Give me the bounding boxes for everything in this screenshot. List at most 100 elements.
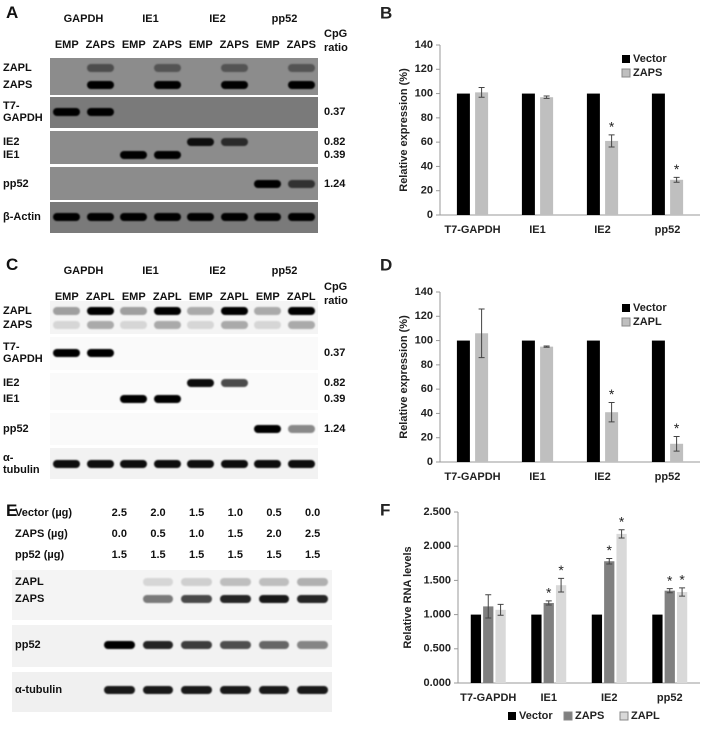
lane-label: ZAPL [219,291,249,303]
legend-label: Vector [519,710,553,722]
y-axis-label: Relative expression (%) [398,68,410,192]
row-label: ZAPS [3,319,33,331]
panel-letter: E [6,501,18,520]
significance-mark: * [619,513,625,529]
blot-band [86,108,114,116]
blot-band [287,425,315,433]
blot-band [153,307,181,315]
condition-value: 0.0 [305,507,321,519]
bar [540,346,554,462]
gene-header: IE2 [209,13,226,25]
bar [651,340,665,462]
significance-mark: * [558,562,564,578]
blot-band [86,460,114,468]
condition-value: 2.0 [150,507,166,519]
x-tick-label: IE1 [529,471,546,483]
error-bar [618,529,625,539]
cpg-header: CpG [324,281,348,293]
significance-mark: * [667,572,673,588]
bar [651,93,665,215]
blot-band [287,180,315,188]
blot-band [181,578,213,586]
bar [543,602,554,683]
y-tick-label: 1.500 [423,574,451,586]
legend-swatch [508,712,516,720]
lane-label: ZAPS [85,39,115,51]
significance-mark: * [546,585,552,601]
legend-swatch [622,304,630,312]
condition-value: 1.5 [150,549,166,561]
error-bar [673,176,680,183]
panel-letter: D [380,255,392,274]
blot-band [53,349,81,357]
lane-label: ZAPS [286,39,316,51]
row-label: pp52 [15,639,41,651]
blot-band [258,595,290,603]
condition-value: 2.5 [111,507,127,519]
row-label: T7-GAPDH [3,100,43,124]
y-tick-label: 2.000 [423,540,451,552]
gene-header: IE1 [142,265,159,277]
lane-label: ZAPL [85,291,115,303]
x-tick-label: T7-GAPDH [460,692,516,704]
blot-band [220,64,248,72]
blot-band [153,395,181,403]
blot-band [254,307,282,315]
y-axis-label: Relative expression (%) [398,315,410,439]
bar [604,561,615,683]
blot-band [219,578,251,586]
condition-value: 1.5 [227,528,243,540]
row-label: IE2 [3,377,20,389]
blot-band [220,307,248,315]
blot-band [181,686,213,694]
bar [531,614,542,683]
gene-header: GAPDH [63,265,104,277]
blot-band [297,578,329,586]
error-bar [543,95,550,99]
bar [475,333,489,462]
error-bar [606,558,613,565]
cpg-value: 0.39 [324,149,346,161]
y-tick-label: 40 [421,407,433,419]
condition-label: ZAPS (µg) [15,528,68,540]
lane-label: EMP [121,291,146,303]
legend-label: ZAPS [633,67,662,79]
bar [586,340,600,462]
condition-value: 1.5 [305,549,321,561]
error-bar [666,588,673,594]
bar [475,92,489,215]
bar [616,533,627,683]
bar [605,412,619,462]
cpg-value: 1.24 [324,178,346,190]
blot-band [254,213,282,221]
y-tick-label: 0.000 [423,677,451,689]
y-tick-label: 0 [427,456,433,468]
blot-band [181,595,213,603]
blot-band [120,321,148,329]
significance-mark: * [607,542,613,558]
legend-label: Vector [633,53,667,65]
blot-band [220,460,248,468]
condition-value: 1.5 [111,549,127,561]
gene-header: IE1 [142,13,159,25]
bar [586,93,600,215]
y-tick-label: 100 [415,87,433,99]
blot-band [287,213,315,221]
row-label: IE1 [3,149,20,161]
lane-label: EMP [54,39,79,51]
bar [483,606,494,683]
cpg-value: 0.37 [324,347,346,359]
blot-band [254,425,282,433]
panel-letter: C [6,255,19,274]
bar [652,614,663,683]
blot-band [219,595,251,603]
blot-band [120,307,148,315]
blot-band [187,307,215,315]
blot-band [220,321,248,329]
blot-band [181,641,213,649]
y-tick-label: 80 [421,112,433,124]
y-tick-label: 120 [415,63,433,75]
lane-label: EMP [255,39,280,51]
blot-strip [50,373,318,410]
